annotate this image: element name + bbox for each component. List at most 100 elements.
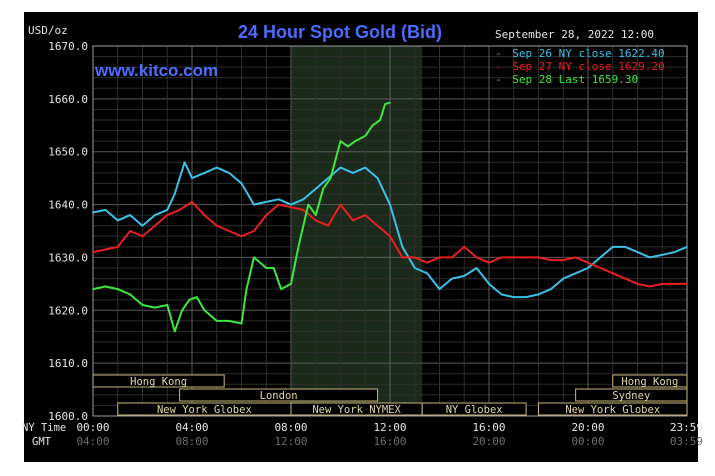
x-tick-label-ny: 04:00 (175, 421, 208, 434)
session-label-new-york-globex: New York Globex (157, 404, 252, 416)
data-point (401, 246, 404, 248)
data-point (686, 283, 688, 285)
data-point (154, 306, 156, 309)
data-point (215, 166, 218, 169)
data-point (611, 246, 614, 248)
x-tick-label-gmt: 00:00 (571, 435, 604, 448)
data-point (92, 288, 94, 290)
x-axis-gmt-label: GMT (32, 436, 52, 448)
y-tick-label: 1600.0 (48, 410, 88, 423)
data-point (253, 230, 255, 232)
watermark: www.kitco.com (94, 61, 218, 80)
data-point (203, 172, 206, 174)
data-point (352, 219, 354, 222)
legend-label-sep26: Sep 26 NY close 1622.40 (512, 47, 664, 60)
legend-entry-sep28: - Sep 28 Last 1659.30 (495, 73, 638, 86)
data-point (104, 209, 107, 211)
data-point (463, 275, 466, 277)
data-point (587, 267, 589, 269)
data-point (302, 198, 305, 201)
data-point (173, 193, 176, 195)
data-point (166, 214, 169, 216)
data-point (347, 145, 349, 148)
data-point (116, 219, 119, 222)
data-point (228, 230, 230, 232)
data-point (314, 219, 317, 222)
data-point (574, 256, 577, 259)
data-point (673, 283, 676, 285)
data-point (265, 214, 268, 216)
data-point (488, 261, 490, 264)
nymex-session-shade (291, 46, 423, 416)
x-tick-label-ny: 08:00 (274, 421, 307, 434)
data-point (129, 293, 131, 296)
data-point (104, 248, 107, 251)
data-point (475, 267, 478, 269)
session-label-sydney: Sydney (612, 390, 650, 402)
data-point (475, 256, 478, 259)
data-point (389, 203, 391, 206)
data-point (599, 256, 602, 259)
y-tick-label: 1650.0 (48, 146, 88, 159)
data-point (314, 187, 317, 190)
data-point (297, 246, 300, 248)
data-point (173, 330, 176, 333)
session-label-hong-kong: Hong Kong (621, 376, 678, 388)
data-point (265, 201, 268, 203)
y-tick-label: 1620.0 (48, 304, 88, 317)
session-bar-ny-globex (421, 402, 527, 416)
session-label-london: London (260, 390, 298, 402)
data-point (384, 103, 386, 105)
data-point (525, 256, 527, 259)
x-tick-label-gmt: 20:00 (472, 435, 505, 448)
data-point (240, 322, 243, 325)
data-point (240, 235, 243, 238)
plot-frame (92, 45, 688, 417)
x-axis-ny-label: NY Time (22, 422, 66, 434)
data-point (574, 272, 577, 275)
session-bar-new-york-globex (538, 402, 688, 416)
x-tick-label-gmt: 08:00 (175, 435, 208, 448)
data-point (562, 259, 565, 261)
data-point (599, 267, 602, 269)
data-point (92, 251, 94, 253)
x-tick-label-ny: 16:00 (472, 421, 505, 434)
chart-title: 24 Hour Spot Gold (Bid) (238, 22, 442, 42)
data-point (339, 166, 342, 169)
legend-entry-sep26: - Sep 26 NY close 1622.40 (495, 47, 665, 60)
data-point (389, 101, 391, 104)
data-point (488, 283, 490, 285)
data-point (339, 203, 342, 206)
data-point (438, 256, 441, 259)
data-point (376, 224, 379, 227)
chart-timestamp: September 28, 2022 12:00 (495, 28, 654, 41)
data-point (166, 209, 169, 211)
data-point (686, 246, 688, 248)
market-sessions: Hong Kong Hong Kong London Sydney New York G… (92, 374, 688, 416)
data-point (463, 246, 466, 248)
session-bar-hong-kong (92, 374, 225, 388)
data-point (314, 214, 317, 216)
x-tick-label-ny: 23:59 (670, 421, 703, 434)
data-point (401, 256, 404, 259)
data-point (280, 288, 282, 290)
data-point (277, 198, 280, 201)
data-point (178, 209, 181, 211)
series-line-sep26 (92, 161, 688, 299)
session-label-new-york-nymex: New York NYMEX (312, 404, 401, 416)
data-point (636, 251, 639, 253)
legend-entry-sep27: - Sep 27 NY close 1629.20 (495, 60, 665, 73)
data-point (322, 187, 324, 190)
data-point (364, 214, 367, 216)
data-point (525, 296, 527, 298)
data-point (265, 267, 268, 269)
data-point (354, 140, 357, 142)
data-point (636, 283, 639, 285)
legend-marker-sep28: - (495, 73, 502, 86)
legend-label-sep28: Sep 28 Last 1659.30 (512, 73, 638, 86)
data-point (327, 224, 329, 227)
data-point (290, 203, 292, 206)
data-point (327, 177, 329, 179)
data-point (166, 304, 169, 306)
